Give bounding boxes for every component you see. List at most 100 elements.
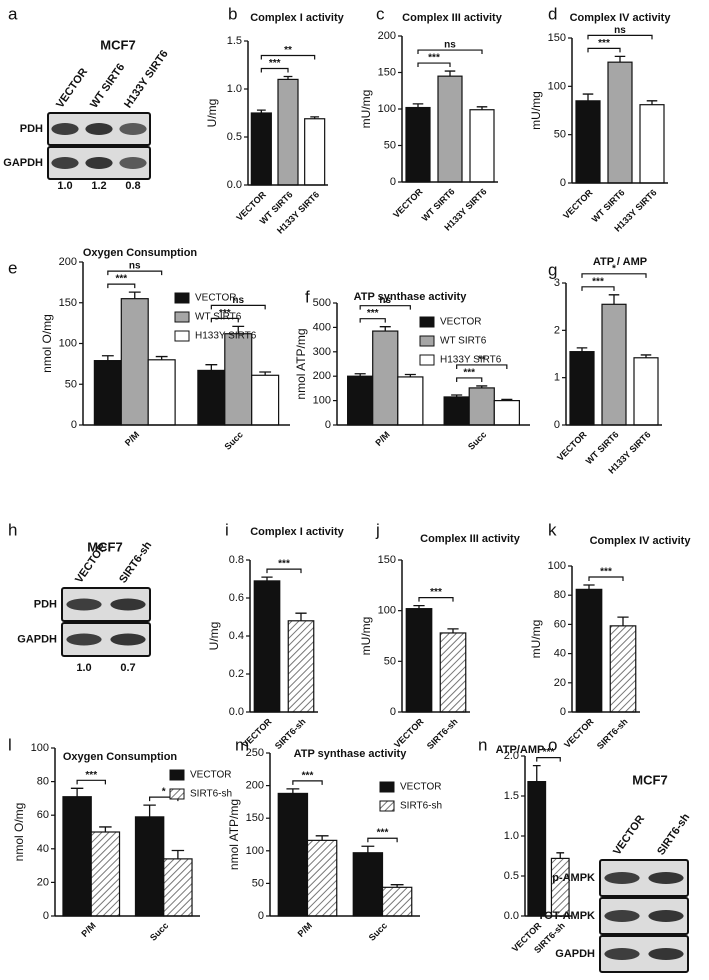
bar — [306, 839, 338, 917]
error-bar — [608, 294, 620, 305]
error-bar — [583, 584, 595, 590]
bar — [277, 792, 309, 917]
bar — [575, 588, 603, 713]
panel-letter: k — [548, 521, 557, 540]
blot-row — [599, 859, 689, 897]
y-tick-label: 20 — [554, 677, 566, 689]
y-tick-label: 0 — [258, 910, 264, 922]
y-tick-label: 400 — [313, 321, 331, 333]
y-tick-label: 50 — [252, 877, 264, 889]
quantification: 1.2 — [91, 180, 106, 192]
y-tick-label: 1.5 — [227, 35, 242, 47]
error-bar — [582, 93, 594, 101]
chart-title: ATP synthase activity — [354, 291, 468, 303]
error-bar — [444, 70, 456, 77]
y-tick-label: 200 — [246, 780, 264, 792]
y-tick-label: 150 — [378, 554, 396, 566]
y-axis-label: mU/mg — [529, 620, 543, 659]
x-tick-label: VECTOR — [392, 716, 426, 750]
legend-swatch — [379, 800, 395, 812]
chart-title: ATP synthase activity — [294, 748, 408, 760]
significance-bracket — [581, 286, 615, 291]
significance-bracket — [367, 837, 398, 843]
significance-label: *** — [377, 828, 389, 839]
quantification: 1.0 — [76, 662, 91, 674]
bar — [469, 109, 495, 183]
y-tick-label: 200 — [59, 256, 77, 268]
blot-title: MCF7 — [632, 773, 667, 788]
significance-bracket — [210, 317, 239, 323]
chart-title: Oxygen Consumption — [83, 247, 198, 259]
y-tick-label: 2.0 — [504, 750, 519, 762]
y-tick-label: 50 — [384, 140, 396, 152]
legend-swatch — [169, 769, 185, 781]
bar — [550, 857, 570, 917]
bar — [251, 374, 280, 426]
blot-row — [599, 897, 689, 935]
bar — [163, 858, 193, 917]
significance-bracket — [456, 364, 508, 369]
significance-label: ns — [129, 261, 141, 272]
significance-bracket — [210, 304, 266, 310]
significance-bracket — [359, 318, 386, 323]
significance-bracket — [587, 47, 621, 53]
y-tick-label: 250 — [246, 747, 264, 759]
error-bar — [128, 291, 141, 299]
chart-title: Complex IV activity — [590, 535, 692, 547]
y-tick-label: 0.0 — [227, 179, 242, 191]
x-tick-label: SIRT6-sh — [595, 716, 630, 751]
error-bar — [379, 326, 391, 332]
lane-label: H133Y SIRT6 — [122, 48, 171, 110]
y-tick-label: 60 — [37, 809, 49, 821]
legend-swatch — [419, 354, 435, 366]
error-bar — [310, 116, 320, 119]
error-bar — [259, 371, 272, 376]
bar — [607, 61, 633, 184]
significance-label: *** — [302, 770, 314, 781]
x-tick-label: P/M — [373, 429, 391, 447]
row-label: PDH — [34, 599, 57, 611]
significance-bracket — [417, 49, 483, 55]
significance-label: *** — [278, 559, 290, 570]
bar — [439, 632, 467, 713]
blot-band — [85, 123, 113, 135]
error-bar — [286, 788, 300, 794]
y-tick-label: 100 — [31, 742, 49, 754]
significance-label: *** — [543, 747, 555, 758]
error-bar — [447, 628, 459, 633]
lane-label: VECTOR — [611, 813, 647, 857]
y-tick-label: 2 — [554, 324, 560, 336]
y-axis-label: U/mg — [205, 99, 219, 128]
row-label: TOT-AMPK — [538, 910, 595, 922]
legend-label: VECTOR — [195, 293, 237, 304]
bar — [527, 780, 547, 917]
error-bar — [476, 106, 488, 110]
y-tick-label: 1.5 — [504, 790, 519, 802]
y-tick-label: 150 — [246, 812, 264, 824]
chart-title: Complex III activity — [402, 12, 503, 24]
y-tick-label: 0 — [390, 706, 396, 718]
y-tick-label: 80 — [554, 589, 566, 601]
blot-band — [85, 157, 113, 169]
error-bar — [476, 385, 488, 388]
bar — [381, 886, 413, 917]
significance-bracket — [266, 568, 302, 574]
bar — [405, 608, 433, 713]
significance-bracket — [260, 67, 289, 73]
error-bar — [205, 364, 218, 371]
error-bar — [232, 325, 245, 334]
y-tick-label: 0 — [560, 706, 566, 718]
y-tick-label: 50 — [384, 655, 396, 667]
bar — [437, 75, 463, 183]
significance-bracket — [359, 305, 411, 310]
chart-title: ATP/AMP — [496, 744, 545, 756]
y-tick-label: 40 — [554, 648, 566, 660]
error-bar — [315, 835, 329, 841]
blot-title: MCF7 — [100, 38, 135, 53]
significance-label: *** — [592, 276, 604, 287]
significance-label: *** — [463, 367, 475, 378]
error-bar — [283, 75, 293, 80]
significance-label: ** — [284, 45, 292, 56]
